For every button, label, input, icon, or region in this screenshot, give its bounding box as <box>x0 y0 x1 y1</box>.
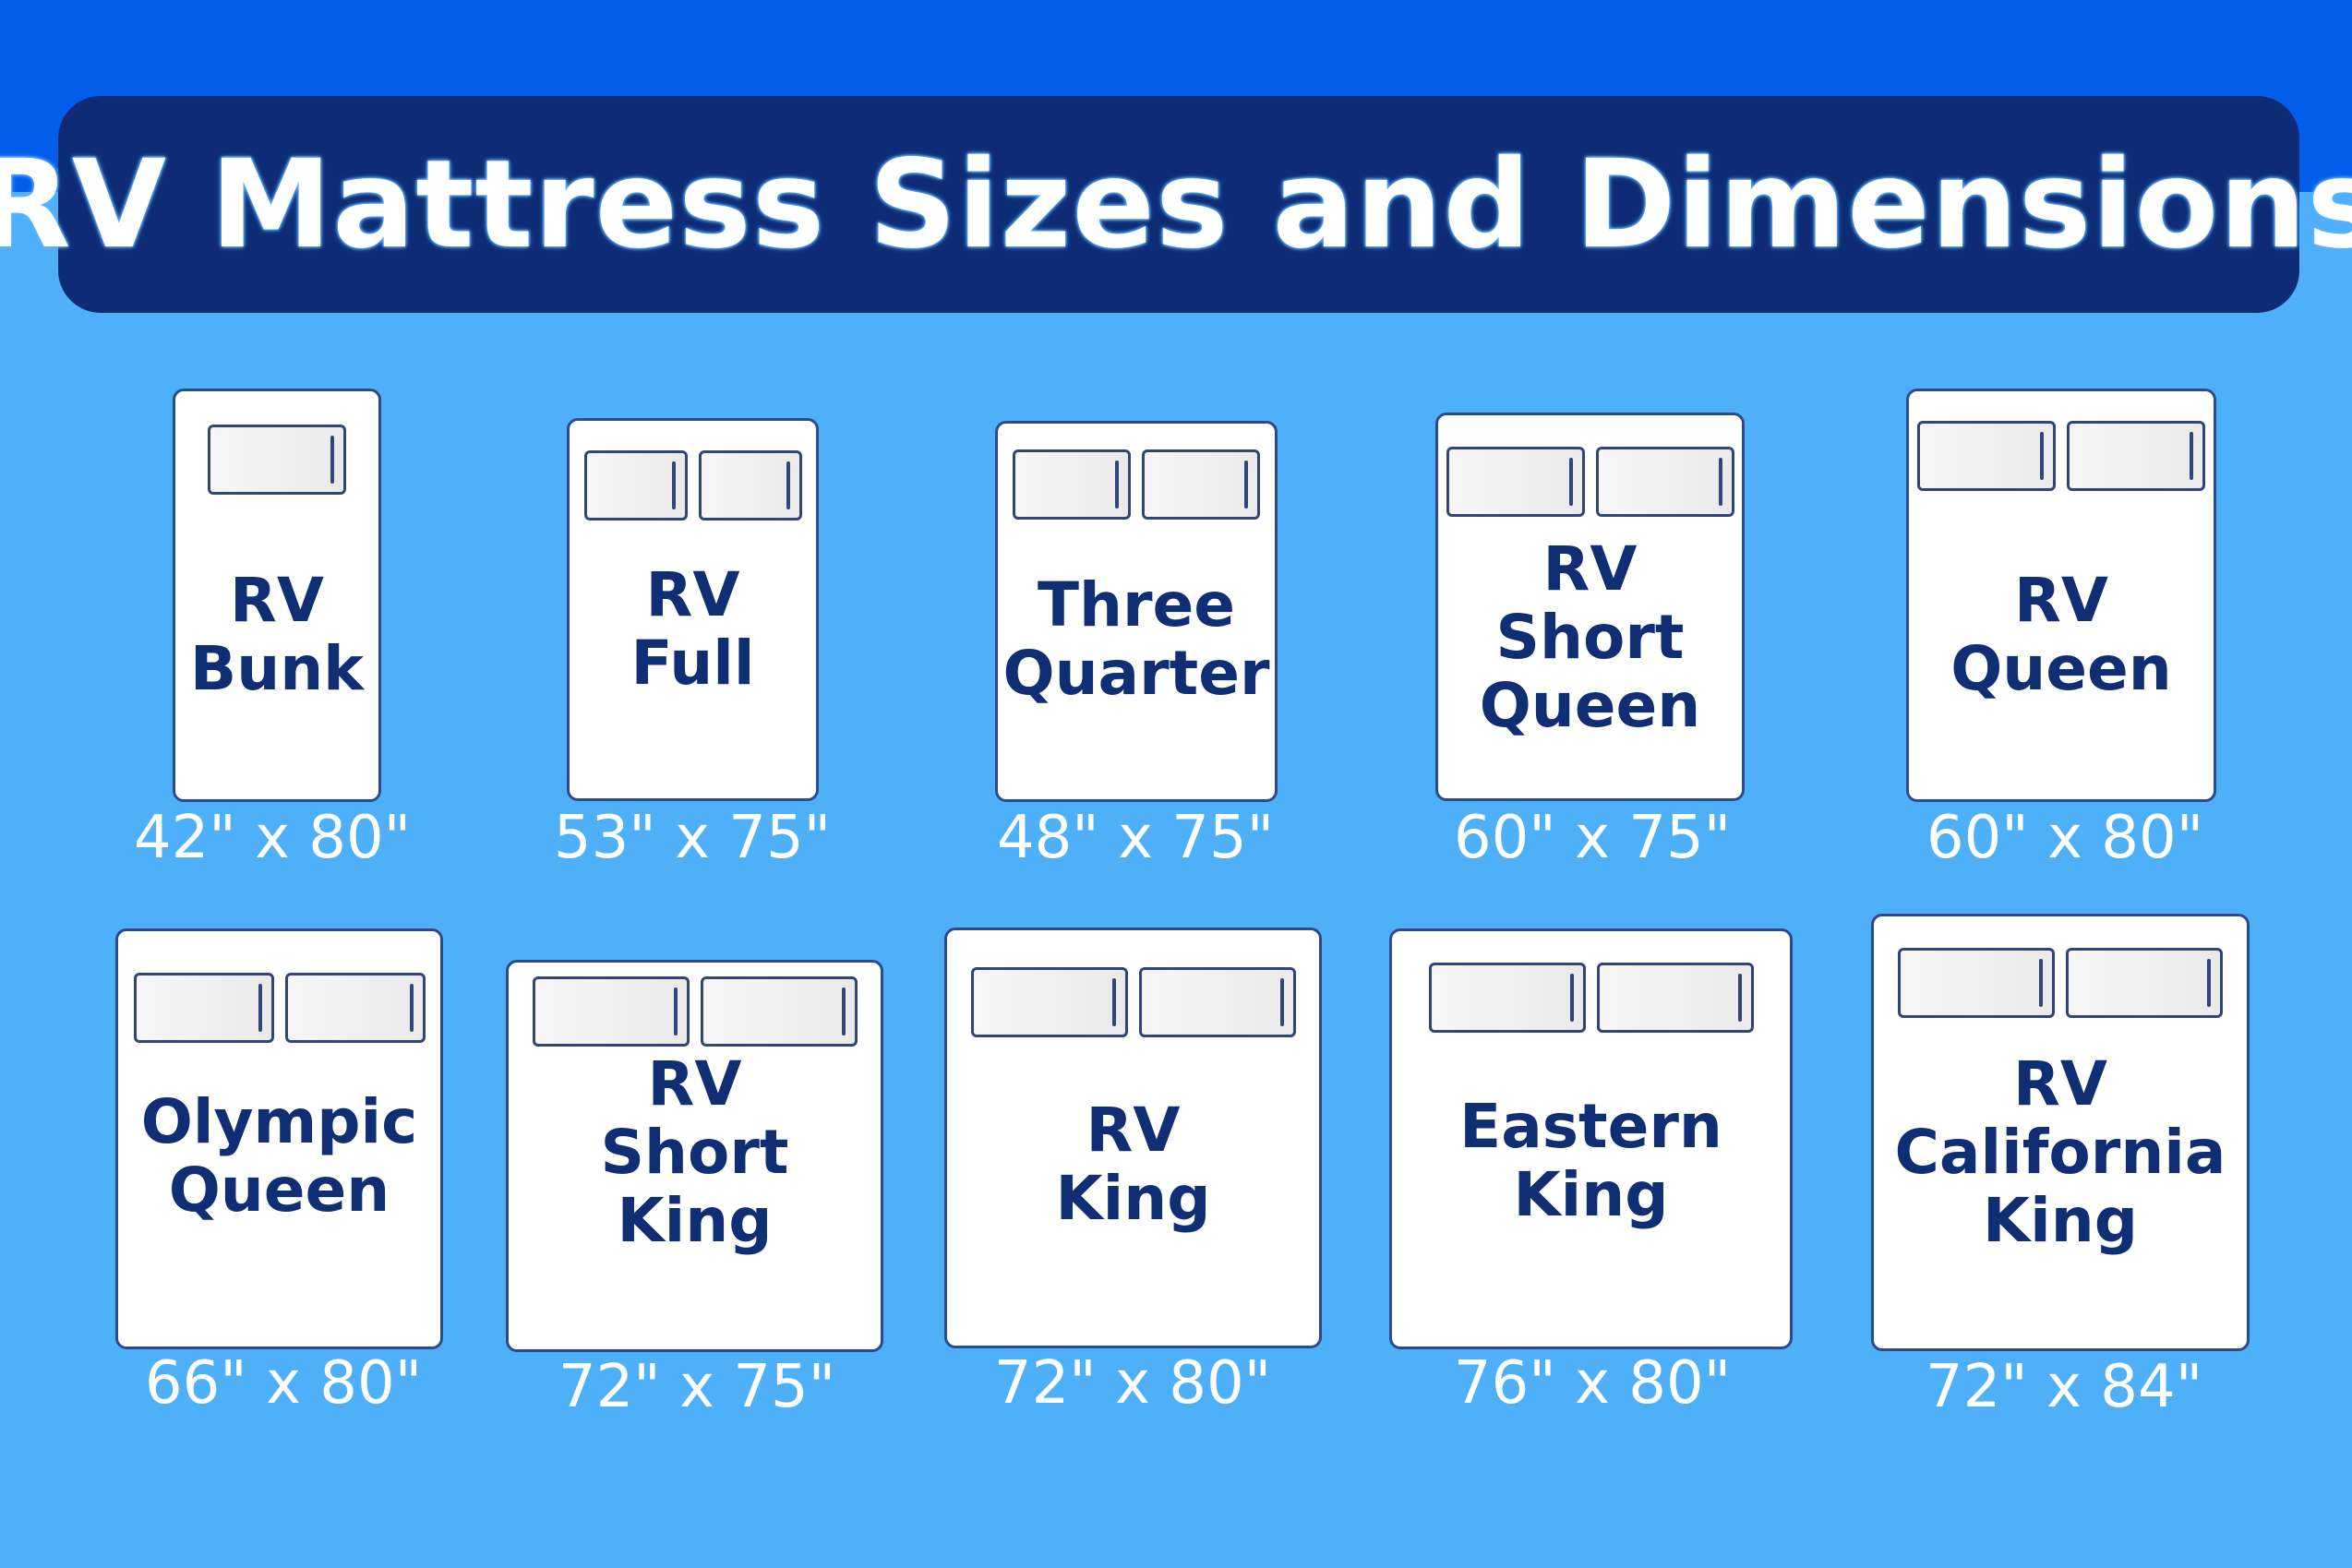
mattress-name: RV Bunk <box>175 567 378 703</box>
mattress-name: RV Short King <box>509 1050 881 1255</box>
mattress-dimensions: 76" x 80" <box>1453 1349 1732 1418</box>
mattress-name-line: King <box>1055 1163 1211 1234</box>
pillow-icon <box>2067 421 2205 491</box>
mattress-name: RV California King <box>1874 1050 2247 1255</box>
pillow-icon <box>1595 447 1734 517</box>
mattress-dimensions: 72" x 75" <box>558 1353 836 1421</box>
mattress-card: RV Queen <box>1906 389 2216 802</box>
mattress-card: Olympic Queen <box>115 928 443 1349</box>
mattress-card: RV King <box>944 928 1322 1348</box>
pillow-icon <box>208 425 346 495</box>
mattress-name-line: RV <box>2013 1048 2107 1119</box>
mattress-name-line: Eastern <box>1459 1091 1722 1162</box>
pillow-icon <box>133 973 274 1043</box>
mattress-name-line: RV <box>1542 533 1638 604</box>
mattress-name-line: King <box>617 1185 773 1256</box>
pillow-icon <box>1142 449 1260 520</box>
mattress-dimensions: 72" x 84" <box>1925 1353 2203 1421</box>
mattress-name-line: Full <box>630 628 755 699</box>
mattress-name-line: RV <box>647 1048 742 1119</box>
mattress-name-line: Queen <box>1479 670 1701 741</box>
mattress-name-line: RV <box>1086 1095 1181 1166</box>
mattress-name-line: RV <box>230 565 324 636</box>
mattress-dimensions: 60" x 75" <box>1453 804 1732 872</box>
mattress-name-line: California <box>1894 1117 2226 1188</box>
pillow-icon <box>1898 948 2055 1018</box>
mattress-dimensions: 66" x 80" <box>144 1349 423 1418</box>
mattress-card: RV Short King <box>506 960 883 1352</box>
mattress-name-line: Queen <box>168 1155 390 1226</box>
mattress-card: RV Short Queen <box>1435 413 1745 801</box>
mattress-name: RV Full <box>570 561 816 698</box>
pillow-icon <box>1428 963 1586 1033</box>
title-banner: RV Mattress Sizes and Dimensions <box>0 96 2352 313</box>
mattress-name-line: Quarter <box>1002 638 1270 709</box>
pillow-icon <box>284 973 426 1043</box>
pillow-icon <box>2066 948 2223 1018</box>
mattress-name-line: King <box>1513 1159 1669 1230</box>
mattress-name: RV Queen <box>1909 567 2214 703</box>
pillow-icon <box>698 450 802 521</box>
mattress-name-line: King <box>1983 1185 2138 1256</box>
mattress-name-line: Bunk <box>189 633 365 704</box>
mattress-card: Three Quarter <box>995 421 1278 802</box>
pillow-icon <box>1446 447 1585 517</box>
mattress-name-line: Short <box>1495 602 1685 673</box>
mattress-name: Three Quarter <box>998 571 1275 708</box>
mattress-name: Olympic Queen <box>118 1088 440 1225</box>
pillow-icon <box>1138 967 1296 1037</box>
mattress-name-line: Short <box>600 1117 789 1188</box>
page-title: RV Mattress Sizes and Dimensions <box>0 133 2352 276</box>
mattress-card: RV California King <box>1871 914 2250 1351</box>
mattress-card: Eastern King <box>1389 928 1793 1349</box>
mattress-name-line: Olympic <box>140 1086 418 1157</box>
mattress-name-line: Queen <box>1950 633 2172 704</box>
mattress-card: RV Bunk <box>173 389 381 802</box>
mattress-dimensions: 42" x 80" <box>133 804 412 872</box>
mattress-dimensions: 60" x 80" <box>1926 804 2204 872</box>
mattress-dimensions: 72" x 80" <box>993 1349 1272 1418</box>
mattress-card: RV Full <box>567 418 819 801</box>
pillow-icon <box>583 450 688 521</box>
mattress-name-line: RV <box>645 559 740 630</box>
mattress-name: Eastern King <box>1392 1093 1790 1229</box>
pillow-icon <box>532 976 690 1047</box>
pillow-icon <box>700 976 858 1047</box>
mattress-name: RV King <box>947 1096 1319 1233</box>
pillow-icon <box>970 967 1128 1037</box>
pillow-icon <box>1013 449 1131 520</box>
mattress-name-line: Three <box>1037 569 1236 640</box>
mattress-name: RV Short Queen <box>1438 535 1742 740</box>
pillow-icon <box>1596 963 1754 1033</box>
pillow-icon <box>1917 421 2056 491</box>
mattress-dimensions: 48" x 75" <box>996 804 1275 872</box>
mattress-dimensions: 53" x 75" <box>553 804 832 872</box>
mattress-name-line: RV <box>2014 565 2108 636</box>
